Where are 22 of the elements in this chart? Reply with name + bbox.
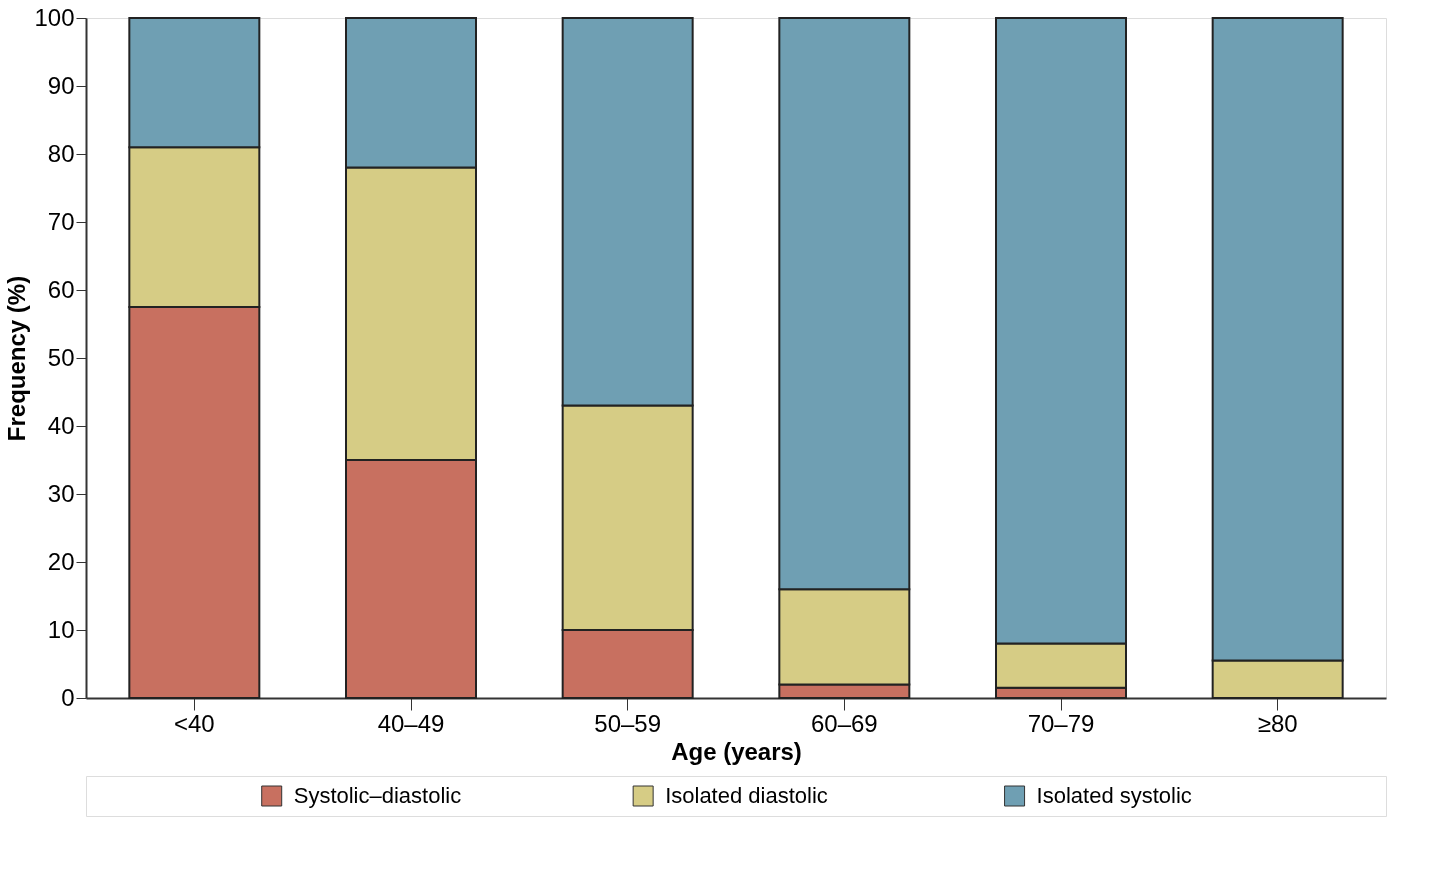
x-tick-label: 40–49	[377, 709, 445, 737]
legend-label: Systolic–diastolic	[293, 783, 462, 808]
y-axis-title: Frequency (%)	[3, 275, 31, 442]
x-tick-label: <40	[173, 709, 215, 737]
y-tick-label: 40	[47, 411, 75, 439]
legend-label: Isolated systolic	[1036, 783, 1192, 808]
x-tick-label: 50–59	[594, 709, 662, 737]
x-axis-title: Age (years)	[671, 737, 802, 765]
y-tick-label: 0	[61, 683, 75, 711]
x-tick-label: ≥80	[1257, 709, 1298, 737]
y-tick-label: 10	[47, 615, 75, 643]
x-tick-label: 60–69	[810, 709, 878, 737]
y-tick-label: 60	[47, 275, 75, 303]
legend-label: Isolated diastolic	[665, 783, 828, 808]
y-tick-label: 20	[47, 547, 75, 575]
y-tick-label: 90	[47, 71, 75, 99]
y-tick-label: 30	[47, 479, 75, 507]
y-tick-label: 80	[47, 139, 75, 167]
y-tick-label: 100	[34, 3, 75, 31]
y-tick-label: 70	[47, 207, 75, 235]
y-tick-label: 50	[47, 343, 75, 371]
x-tick-label: 70–79	[1027, 709, 1095, 737]
